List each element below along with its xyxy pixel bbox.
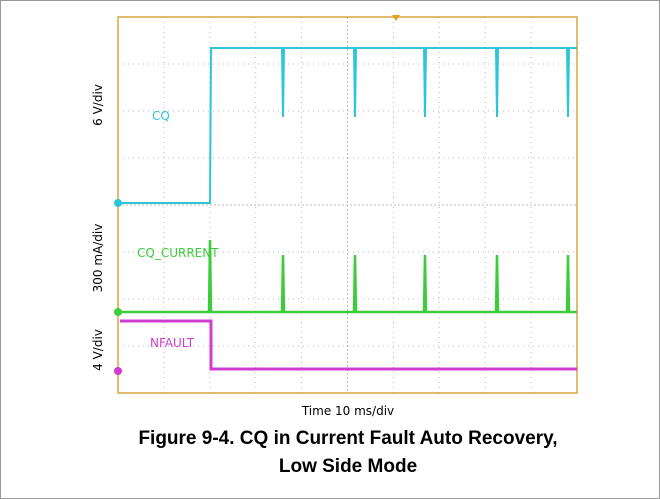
- cq-trace: [120, 47, 577, 204]
- channel-scale: 4 V/div: [91, 329, 105, 371]
- time-scale: Time 10 ms/div: [301, 404, 394, 418]
- caption-line: Low Side Mode: [279, 456, 417, 477]
- nfault-trace: [120, 319, 577, 371]
- scope-grid: [118, 17, 577, 393]
- channel-scale: 300 mA/div: [91, 224, 105, 293]
- channel-name: CQ_CURRENT: [137, 246, 219, 260]
- channel-name: CQ: [152, 109, 170, 123]
- nfault-marker: [114, 367, 122, 375]
- cq-marker: [114, 199, 122, 207]
- cq-current-marker: [114, 308, 122, 316]
- caption-line: Figure 9-4. CQ in Current Fault Auto Rec…: [138, 428, 557, 449]
- channel-scale: 6 V/div: [91, 84, 105, 126]
- trigger-marker: [392, 15, 400, 21]
- cq-current-trace: [120, 239, 577, 314]
- channel-name: NFAULT: [150, 336, 195, 350]
